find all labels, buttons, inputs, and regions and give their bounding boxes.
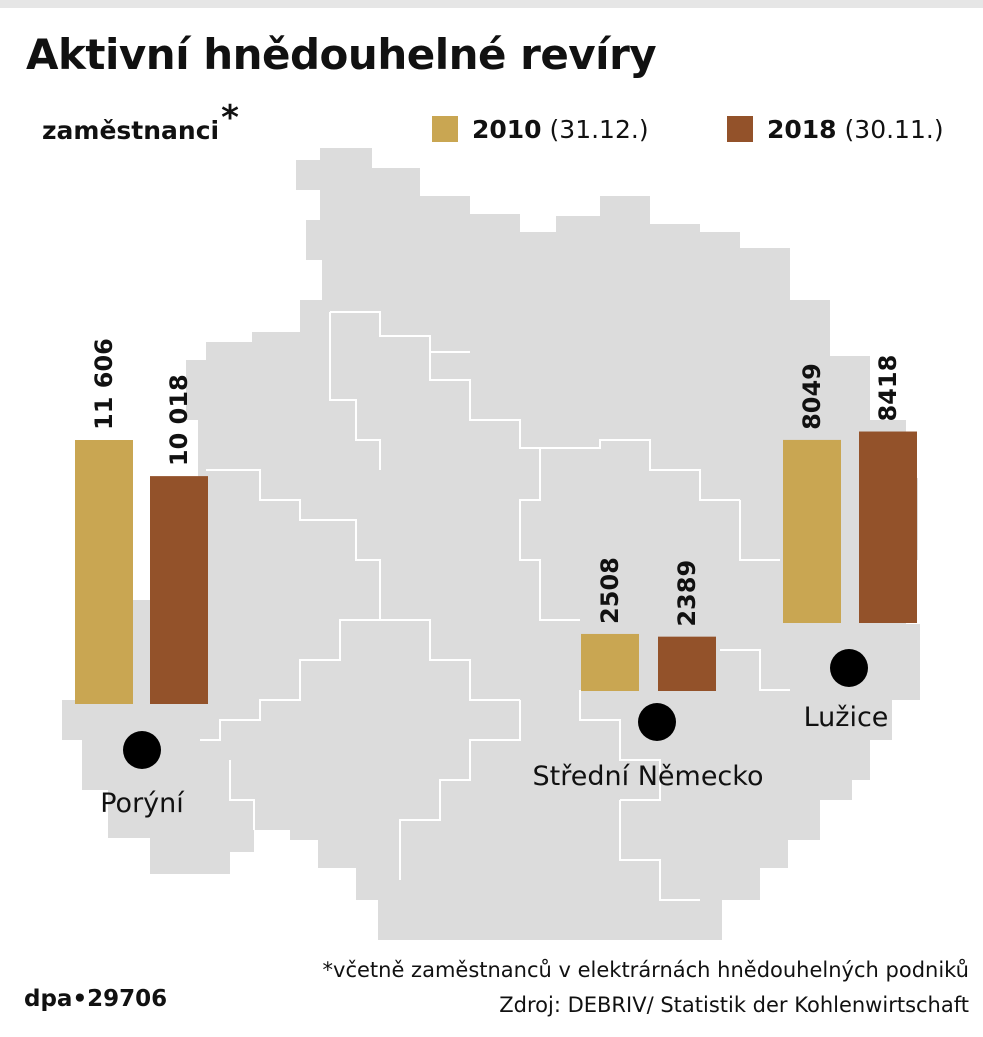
legend-swatch-2018 [727,116,753,142]
value-label-porynyi-2010: 11 606 [90,338,118,430]
region-markers-layer [123,649,868,769]
legend-item-2018: 2018 (30.11.) [727,114,944,144]
bar-stredni-nemecko-2018 [658,636,716,691]
bar-luzice-2010 [783,439,841,623]
region-labels-layer: Porýní Střední Německo Lužice [100,702,888,819]
bar-luzice-2018 [859,431,917,623]
state-borders [200,311,790,901]
legend-item-2010: 2010 (31.12.) [432,114,649,144]
region-label-porynyi: Porýní [100,788,185,819]
value-label-porynyi-2018: 10 018 [165,374,193,466]
chart-subtitle: zaměstnanci* [42,98,239,148]
value-labels-layer: 11 606 10 018 2508 2389 8049 8418 [90,338,902,627]
region-marker-luzice [830,649,868,687]
legend-swatch-2010 [432,116,458,142]
region-marker-porynyi [123,731,161,769]
region-label-stredni-nemecko: Střední Německo [533,761,764,792]
germany-map [62,148,920,940]
bar-porynyi-2018 [150,476,208,704]
top-border [0,0,983,8]
value-label-luzice-2010: 8049 [798,363,826,430]
agency-credit: dpa•29706 [24,986,168,1012]
subtitle-footnote-mark: * [221,98,239,138]
region-marker-stredni-nemecko [638,703,676,741]
legend-label-2018: 2018 (30.11.) [767,114,944,144]
footnote: *včetně zaměstnanců v elektrárnách hnědo… [322,958,969,982]
map-land [62,148,920,940]
value-label-stredni-nemecko-2010: 2508 [596,557,624,624]
subtitle-text: zaměstnanci [42,116,220,145]
chart-title: Aktivní hnědouhelné revíry [26,30,657,79]
legend-label-2010: 2010 (31.12.) [472,114,649,144]
value-label-stredni-nemecko-2018: 2389 [673,560,701,627]
bars-layer [75,431,917,704]
map-island [296,160,320,190]
region-label-luzice: Lužice [804,702,889,733]
source-note: Zdroj: DEBRIV/ Statistik der Kohlenwirts… [499,993,969,1017]
bar-porynyi-2010 [75,440,133,704]
bar-stredni-nemecko-2010 [581,633,639,691]
value-label-luzice-2018: 8418 [874,355,902,422]
